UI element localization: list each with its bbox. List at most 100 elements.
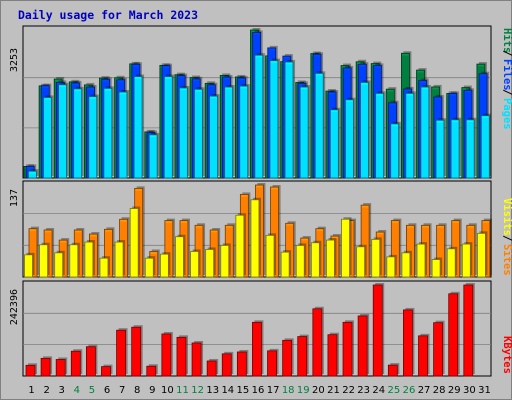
x-tick-label-2: 2: [43, 385, 49, 396]
chart-title: Daily usage for March 2023: [18, 8, 198, 22]
bar-kbytes-20: [312, 306, 324, 377]
bar-visits-18: [280, 250, 292, 278]
x-tick-label-4: 4: [74, 385, 80, 396]
x-tick-label-6: 6: [104, 385, 110, 396]
bar-pages-31: [480, 113, 492, 179]
bar-visits-5: [84, 240, 95, 278]
x-tick-label-18: 18: [282, 385, 295, 396]
bar-kbytes-29: [448, 291, 460, 377]
bar-visits-17: [265, 233, 277, 278]
bar-visits-21: [326, 238, 337, 278]
x-tick-label-1: 1: [28, 385, 34, 396]
bar-visits-30: [461, 242, 473, 278]
bar-visits-27: [416, 242, 428, 278]
bar-sites-23: [360, 203, 372, 278]
bar-sites-28: [436, 223, 447, 278]
panel-sites-visits: 137: [9, 180, 492, 278]
bar-sites-10: [164, 218, 175, 278]
legend-visits: Visits: [501, 198, 512, 236]
bar-kbytes-30: [463, 283, 475, 377]
legend-files: Files: [501, 59, 512, 91]
bar-pages-16: [254, 53, 265, 179]
x-tick-label-24: 24: [372, 385, 385, 396]
x-tick-label-8: 8: [134, 385, 140, 396]
x-tick-label-27: 27: [418, 385, 431, 396]
bar-pages-7: [118, 90, 129, 179]
bar-visits-23: [356, 244, 367, 278]
bar-kbytes-8: [131, 325, 143, 377]
bar-visits-26: [401, 250, 412, 278]
bar-visits-6: [99, 256, 110, 278]
x-tick-label-13: 13: [206, 385, 219, 396]
bar-visits-3: [54, 250, 65, 278]
bar-pages-20: [314, 71, 326, 179]
bar-pages-4: [73, 86, 84, 179]
y-max-label: 242396: [9, 289, 20, 325]
bar-kbytes-22: [342, 320, 355, 377]
bar-pages-29: [450, 117, 462, 179]
bar-kbytes-23: [357, 313, 370, 377]
bar-visits-22: [341, 217, 352, 278]
x-tick-label-11: 11: [176, 385, 189, 396]
x-tick-label-5: 5: [89, 385, 95, 396]
x-tick-label-23: 23: [357, 385, 370, 396]
bar-pages-6: [103, 86, 114, 179]
bar-kbytes-10: [161, 331, 173, 377]
x-tick-label-10: 10: [161, 385, 174, 396]
bar-kbytes-26: [403, 307, 415, 377]
bar-pages-12: [194, 87, 205, 179]
x-tick-label-16: 16: [252, 385, 265, 396]
bar-visits-15: [235, 213, 246, 278]
bar-visits-20: [310, 240, 322, 278]
bar-kbytes-19: [297, 334, 309, 377]
bar-kbytes-6: [101, 364, 113, 377]
bar-kbytes-3: [55, 357, 68, 377]
panel-hits-files-pages: 3253: [9, 25, 492, 179]
legend-sites: Sites: [501, 244, 512, 276]
x-tick-label-7: 7: [119, 385, 125, 396]
bar-kbytes-12: [191, 340, 204, 377]
x-tick-label-9: 9: [149, 385, 155, 396]
bar-sites-1: [28, 226, 39, 278]
bar-pages-30: [465, 117, 477, 179]
y-max-label: 137: [9, 189, 20, 207]
bar-visits-8: [129, 206, 141, 278]
bar-pages-22: [345, 97, 356, 179]
bar-kbytes-14: [221, 351, 234, 377]
bar-visits-31: [477, 231, 488, 278]
bar-pages-26: [405, 91, 416, 179]
bar-kbytes-11: [176, 335, 188, 377]
x-tick-label-26: 26: [403, 385, 416, 396]
bar-pages-14: [224, 85, 235, 179]
legend-separator: /: [501, 89, 512, 95]
bar-pages-3: [58, 82, 69, 179]
bar-visits-13: [205, 247, 216, 278]
x-tick-label-17: 17: [267, 385, 280, 396]
bar-pages-15: [239, 84, 250, 179]
x-tick-label-3: 3: [59, 385, 65, 396]
bar-visits-9: [144, 256, 156, 278]
bar-pages-25: [390, 121, 401, 179]
panel-kbytes: 242396: [9, 280, 492, 377]
x-tick-label-20: 20: [312, 385, 325, 396]
x-tick-label-31: 31: [478, 385, 491, 396]
x-tick-label-29: 29: [448, 385, 461, 396]
x-tick-label-25: 25: [388, 385, 401, 396]
bar-sites-17: [270, 185, 281, 278]
bar-visits-24: [371, 237, 382, 278]
legend-hits: Hits: [501, 28, 512, 53]
bar-kbytes-2: [40, 356, 53, 377]
bar-pages-13: [209, 94, 220, 179]
bar-visits-12: [190, 249, 201, 278]
bar-visits-28: [431, 257, 443, 278]
bar-kbytes-9: [146, 364, 158, 377]
bar-visits-19: [295, 243, 307, 278]
bar-sites-6: [104, 227, 115, 278]
bar-pages-18: [284, 59, 296, 179]
bar-kbytes-13: [206, 358, 219, 377]
bar-kbytes-4: [70, 349, 83, 377]
bar-pages-23: [360, 80, 371, 179]
y-max-label: 3253: [9, 48, 20, 72]
